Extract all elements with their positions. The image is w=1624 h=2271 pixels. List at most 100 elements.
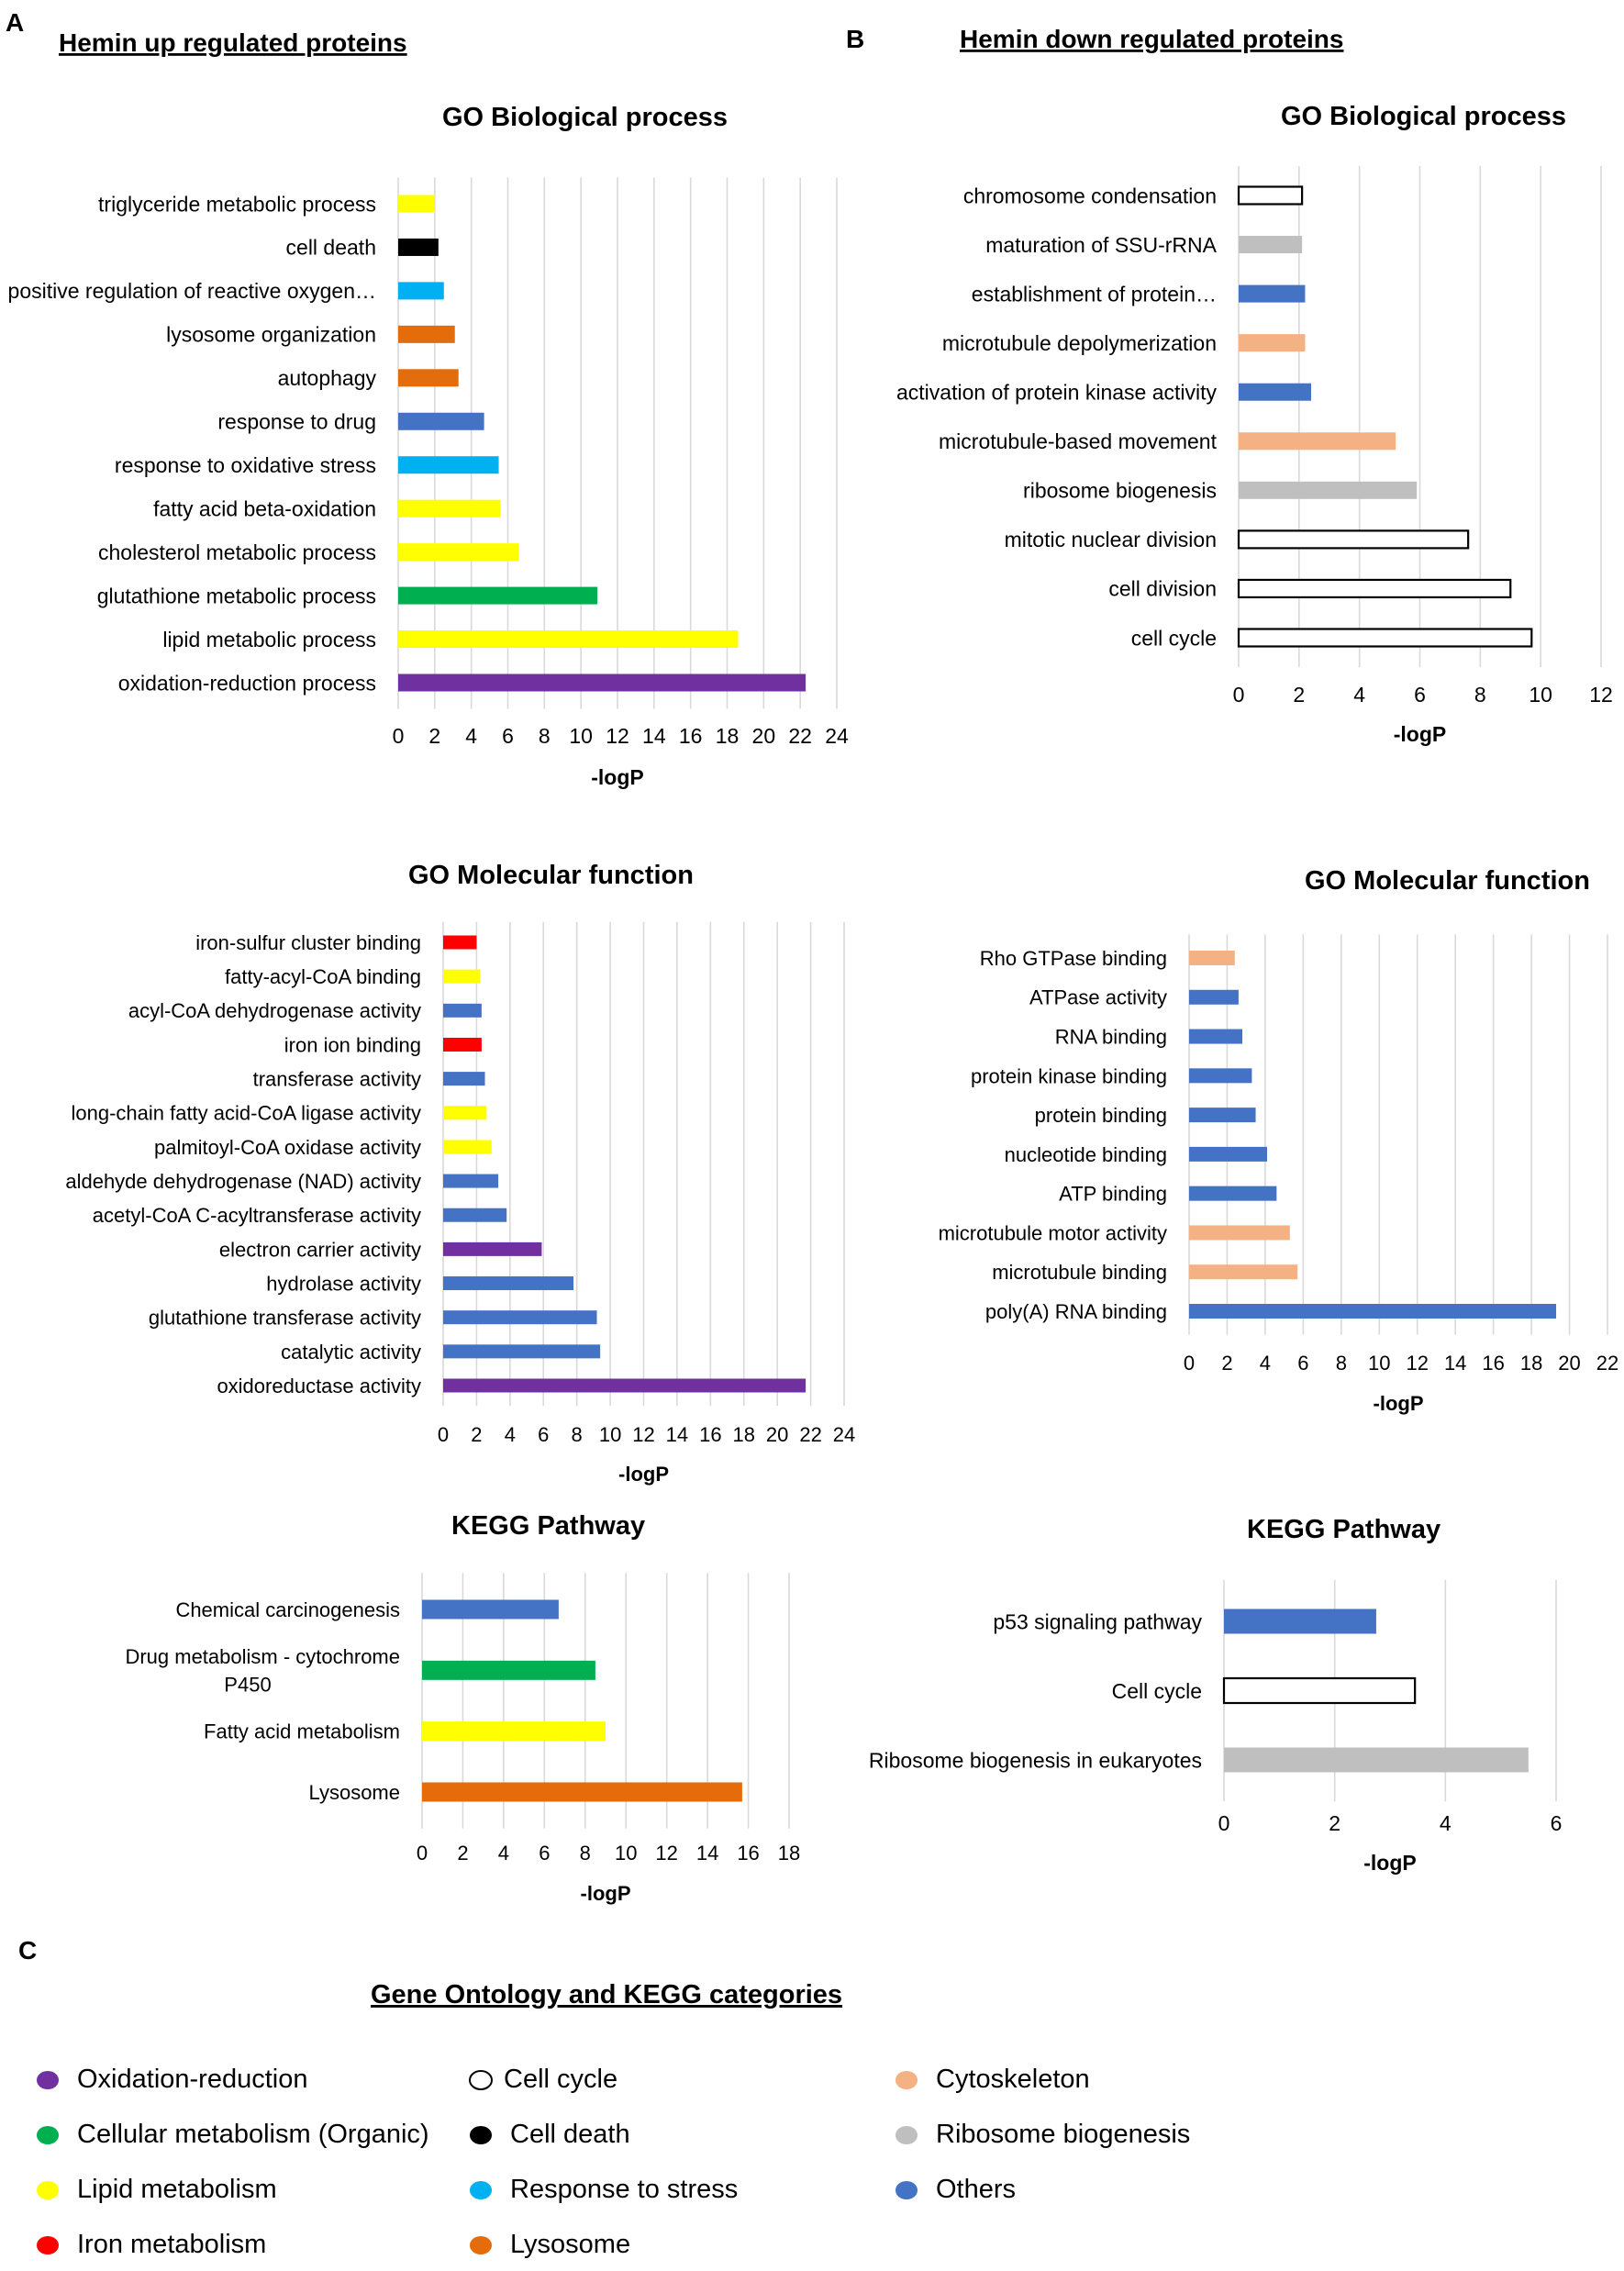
x-tick-label: 6 bbox=[1297, 1352, 1308, 1375]
bar bbox=[422, 1660, 595, 1680]
x-tick-label: 0 bbox=[1218, 1811, 1230, 1835]
x-tick-label: 2 bbox=[471, 1423, 482, 1446]
category-label: aldehyde dehydrogenase (NAD) activity bbox=[65, 1170, 421, 1193]
category-label: protein kinase binding bbox=[971, 1064, 1167, 1087]
category-label: p53 signaling pathway bbox=[993, 1609, 1202, 1633]
category-label: maturation of SSU-rRNA bbox=[985, 233, 1217, 257]
x-tick-label: 22 bbox=[788, 724, 812, 748]
x-tick-label: 2 bbox=[1329, 1811, 1340, 1835]
x-tick-label: 16 bbox=[699, 1423, 721, 1446]
category-label: lysosome organization bbox=[166, 323, 376, 347]
x-tick-label: 8 bbox=[1474, 683, 1486, 707]
legend-swatch bbox=[37, 2236, 59, 2254]
x-axis-label: -logP bbox=[618, 1463, 669, 1486]
bar bbox=[398, 674, 806, 692]
bar bbox=[398, 238, 439, 256]
category-label: cell division bbox=[1108, 577, 1217, 601]
panel-heading-c: Gene Ontology and KEGG categories bbox=[371, 1980, 842, 2009]
category-label: lipid metabolic process bbox=[162, 628, 376, 651]
category-label: oxidation-reduction process bbox=[118, 671, 376, 695]
legend-label: Lysosome bbox=[510, 2230, 630, 2259]
x-tick-label: 10 bbox=[1529, 683, 1552, 707]
x-tick-label: 18 bbox=[778, 1842, 800, 1865]
bar bbox=[443, 1174, 499, 1188]
legend-item-cycle: Cell cycle bbox=[469, 2065, 617, 2094]
x-tick-label: 4 bbox=[465, 724, 477, 748]
x-tick-label: 14 bbox=[666, 1423, 688, 1446]
bar bbox=[398, 499, 501, 518]
x-tick-label: 20 bbox=[766, 1423, 788, 1446]
x-tick-label: 6 bbox=[502, 724, 514, 748]
bar bbox=[443, 1310, 597, 1325]
x-tick-label: 14 bbox=[696, 1842, 718, 1865]
bar bbox=[422, 1721, 606, 1742]
category-label: transferase activity bbox=[253, 1068, 421, 1091]
category-label: catalytic activity bbox=[281, 1341, 421, 1364]
bar bbox=[443, 935, 477, 950]
category-label: oxidoreductase activity bbox=[217, 1375, 421, 1397]
bar bbox=[1189, 1146, 1267, 1162]
x-tick-label: 10 bbox=[1368, 1352, 1390, 1375]
category-label: glutathione metabolic process bbox=[97, 584, 376, 607]
x-tick-label: 16 bbox=[1482, 1352, 1504, 1375]
category-label: long-chain fatty acid-CoA ligase activit… bbox=[71, 1102, 421, 1125]
x-tick-label: 16 bbox=[737, 1842, 759, 1865]
chart-title: KEGG Pathway bbox=[451, 1511, 645, 1541]
legend-label: Cytoskeleton bbox=[936, 2065, 1090, 2094]
legend-item-stress: Response to stress bbox=[470, 2175, 738, 2204]
legend-label: Others bbox=[936, 2175, 1016, 2204]
x-tick-label: 2 bbox=[457, 1842, 468, 1865]
bar bbox=[1189, 1068, 1252, 1084]
x-tick-label: 2 bbox=[1221, 1352, 1232, 1375]
category-label: chromosome condensation bbox=[963, 184, 1217, 207]
legend-swatch bbox=[469, 2070, 493, 2090]
category-label: ATP binding bbox=[1059, 1183, 1167, 1206]
legend-label: Iron metabolism bbox=[77, 2230, 266, 2259]
legend-swatch bbox=[37, 2071, 59, 2089]
legend-item-other: Others bbox=[895, 2175, 1016, 2204]
bar bbox=[443, 1378, 806, 1393]
panel-letter-c: C bbox=[18, 1936, 37, 1965]
legend-label: Oxidation-reduction bbox=[77, 2065, 307, 2094]
category-label: iron-sulfur cluster binding bbox=[195, 931, 421, 954]
x-tick-label: 18 bbox=[716, 724, 740, 748]
category-label: acyl-CoA dehydrogenase activity bbox=[128, 999, 421, 1022]
bar bbox=[1222, 1676, 1417, 1705]
chart-title: GO Molecular function bbox=[408, 861, 694, 890]
bar bbox=[1189, 1225, 1290, 1241]
x-tick-label: 18 bbox=[733, 1423, 755, 1446]
category-label: Lysosome bbox=[309, 1781, 400, 1804]
legend-swatch bbox=[470, 2236, 492, 2254]
legend-label: Ribosome biogenesis bbox=[936, 2120, 1190, 2149]
x-axis-label: -logP bbox=[591, 765, 644, 789]
x-tick-label: 6 bbox=[539, 1842, 550, 1865]
legend-swatch bbox=[470, 2126, 492, 2144]
category-label: iron ion binding bbox=[284, 1033, 421, 1056]
bar bbox=[1189, 1304, 1557, 1319]
category-label: cell cycle bbox=[1131, 626, 1217, 650]
chart-title: GO Biological process bbox=[442, 103, 728, 132]
category-label: RNA binding bbox=[1055, 1025, 1167, 1048]
legend-swatch bbox=[37, 2126, 59, 2144]
chart-down_kegg: 0 2 4 6 KEGG Pathway -logP p53 signaling pathw… bbox=[869, 1515, 1562, 1875]
x-tick-label: 6 bbox=[538, 1423, 549, 1446]
x-tick-label: 14 bbox=[1444, 1352, 1466, 1375]
legend-item-death: Cell death bbox=[470, 2120, 630, 2149]
bar bbox=[443, 1106, 487, 1120]
category-label: ribosome biogenesis bbox=[1023, 479, 1217, 503]
legend-item-lipid: Lipid metabolism bbox=[37, 2175, 277, 2204]
x-tick-label: 10 bbox=[615, 1842, 637, 1865]
category-label: protein binding bbox=[1035, 1104, 1167, 1127]
chart-down_mf: 0 2 4 6 8 10 12 14 16 18 20 22 GO Molecular function… bbox=[939, 866, 1619, 1415]
category-label: acetyl-CoA C-acyltransferase activity bbox=[93, 1204, 421, 1227]
x-tick-label: 2 bbox=[428, 724, 440, 748]
bar bbox=[1239, 481, 1418, 499]
bar bbox=[398, 325, 455, 343]
chart-title: GO Biological process bbox=[1281, 102, 1566, 131]
x-tick-label: 2 bbox=[1293, 683, 1305, 707]
x-tick-label: 12 bbox=[632, 1423, 654, 1446]
bar bbox=[422, 1782, 742, 1802]
